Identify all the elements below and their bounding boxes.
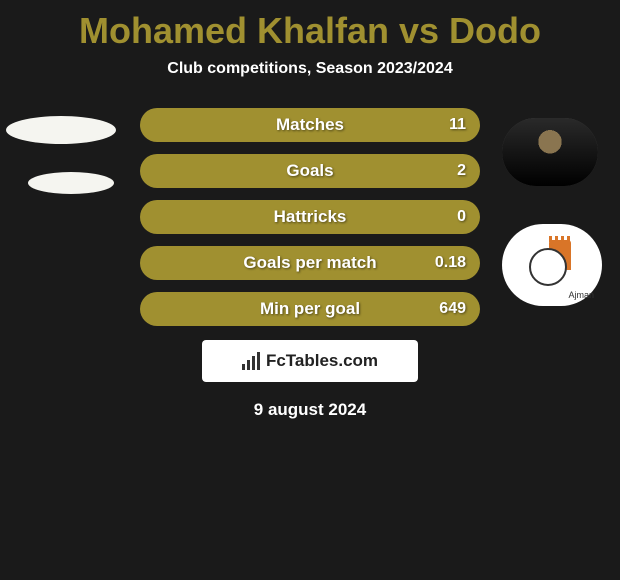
stat-bar: Matches 11 <box>140 108 480 142</box>
brand-box: FcTables.com <box>202 340 418 382</box>
left-ellipse-2 <box>28 172 114 194</box>
subtitle: Club competitions, Season 2023/2024 <box>0 60 620 78</box>
club-logo-label: Ajman <box>568 290 594 300</box>
stat-bar: Goals per match 0.18 <box>140 246 480 280</box>
page-title: Mohamed Khalfan vs Dodo <box>0 0 620 60</box>
stat-value: 0 <box>457 208 466 226</box>
stat-label: Goals <box>286 161 333 181</box>
stat-label: Goals per match <box>243 253 376 273</box>
stat-bar: Goals 2 <box>140 154 480 188</box>
stat-value: 2 <box>457 162 466 180</box>
stat-label: Hattricks <box>274 207 347 227</box>
player-silhouette-icon <box>502 118 598 186</box>
stat-value: 0.18 <box>435 254 466 272</box>
stat-bar: Min per goal 649 <box>140 292 480 326</box>
player-photo <box>502 118 598 186</box>
stat-value: 649 <box>439 300 466 318</box>
date-label: 9 august 2024 <box>0 400 620 420</box>
stat-label: Min per goal <box>260 299 360 319</box>
brand-text: FcTables.com <box>266 351 378 371</box>
stat-value: 11 <box>449 116 466 134</box>
left-ellipse-1 <box>6 116 116 144</box>
comparison-content: Ajman Matches 11 Goals 2 Hattricks 0 Goa… <box>0 108 620 420</box>
stat-bars: Matches 11 Goals 2 Hattricks 0 Goals per… <box>140 108 480 326</box>
stat-label: Matches <box>276 115 344 135</box>
stat-bar: Hattricks 0 <box>140 200 480 234</box>
club-logo-icon <box>527 240 577 290</box>
right-player-area: Ajman <box>502 118 602 306</box>
chart-icon <box>242 352 260 370</box>
club-logo: Ajman <box>502 224 602 306</box>
